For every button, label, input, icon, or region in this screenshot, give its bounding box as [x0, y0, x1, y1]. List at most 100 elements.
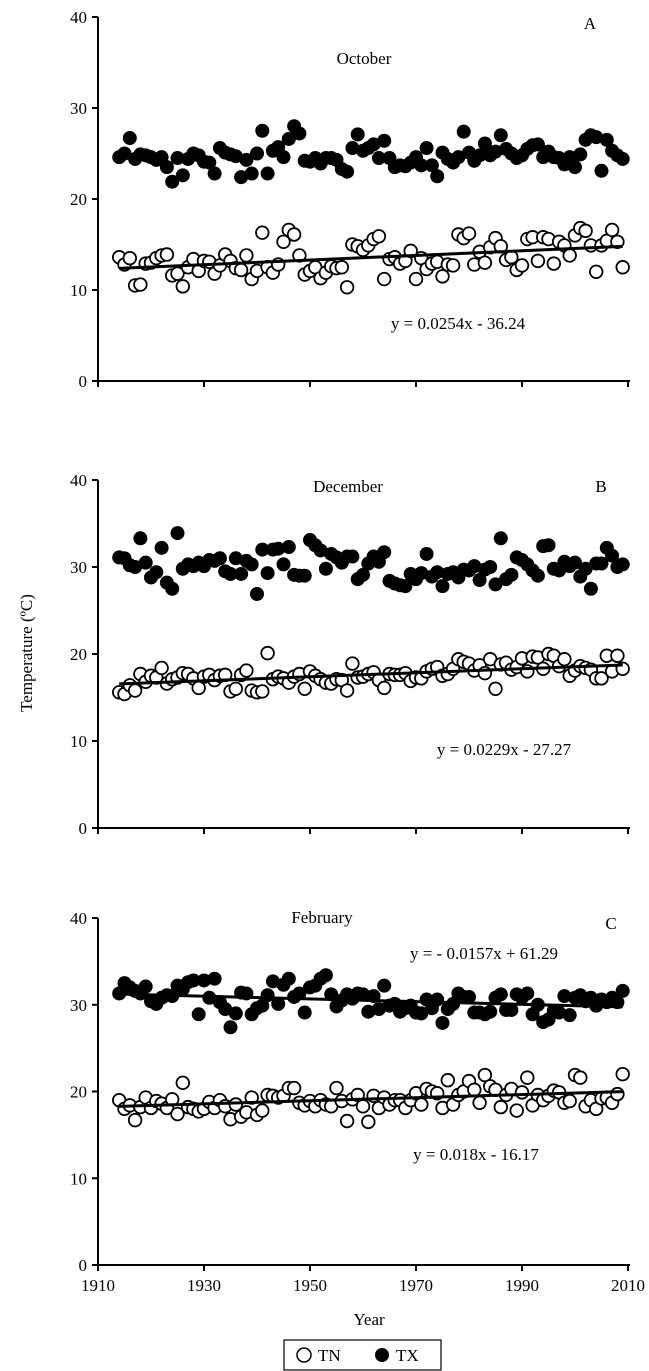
data-point-tn: [514, 1085, 530, 1100]
data-point-tx: [599, 132, 614, 147]
data-point-tx: [552, 1005, 567, 1020]
data-point-tx: [292, 986, 307, 1001]
data-point-tx: [435, 579, 450, 594]
data-point-tn: [122, 250, 138, 266]
trend-equation-tx: y = - 0.0157x + 61.29: [410, 944, 558, 963]
data-point-tx: [456, 124, 471, 139]
data-point-tx: [371, 1002, 386, 1017]
data-point-tx: [154, 540, 169, 555]
x-tick-label: 1990: [505, 1276, 539, 1295]
data-point-tx: [250, 586, 264, 601]
x-tick-label: 1930: [187, 1276, 221, 1295]
data-point-tn: [615, 1066, 630, 1082]
data-point-tn: [546, 256, 562, 271]
data-point-tx: [345, 141, 360, 156]
data-point-tx: [557, 989, 572, 1004]
data-point-tn: [440, 1073, 456, 1088]
data-point-tx: [504, 1002, 519, 1017]
y-tick-label: 40: [70, 471, 87, 490]
data-point-tx: [419, 141, 434, 156]
data-point-tn: [255, 225, 270, 240]
data-point-tx: [530, 137, 545, 152]
data-point-tx: [430, 169, 445, 184]
data-point-tx: [292, 126, 307, 141]
data-point-tx: [128, 560, 143, 574]
data-point-tx: [159, 160, 174, 175]
data-point-tn: [493, 1099, 509, 1115]
data-point-tn: [467, 1082, 482, 1097]
data-point-tx: [594, 163, 609, 178]
data-point-tn: [377, 680, 392, 696]
y-tick-label: 20: [70, 190, 87, 209]
legend-tn-label: TN: [318, 1346, 341, 1365]
data-point-tx: [615, 557, 630, 572]
data-point-tn: [175, 279, 191, 294]
data-point-tn: [297, 681, 312, 697]
data-point-tx: [281, 539, 296, 554]
trendline-tn: [119, 244, 623, 270]
data-point-tx: [207, 971, 222, 986]
data-point-tn: [339, 683, 355, 698]
data-point-tx: [377, 133, 392, 148]
data-point-tx: [350, 127, 365, 142]
data-point-tx: [197, 973, 211, 988]
panel-title: October: [337, 49, 392, 68]
data-point-tn: [615, 260, 630, 275]
data-point-tx: [228, 1006, 243, 1021]
data-point-tn: [371, 229, 387, 244]
data-point-tx: [493, 128, 508, 143]
data-point-tn: [339, 280, 355, 295]
data-point-tx: [488, 577, 503, 592]
data-point-tx: [366, 137, 381, 152]
data-point-tn: [610, 648, 625, 663]
data-point-tx: [122, 131, 137, 146]
data-point-tx: [234, 170, 249, 185]
data-point-tn: [445, 258, 461, 273]
data-point-tx: [594, 556, 609, 571]
data-point-tx: [239, 152, 254, 167]
y-tick-label: 0: [79, 372, 88, 391]
y-tick-label: 30: [70, 99, 87, 118]
data-point-tx: [255, 542, 270, 557]
data-point-tn: [233, 262, 249, 278]
data-point-tx: [276, 150, 291, 165]
y-tick-label: 10: [70, 1169, 87, 1188]
data-point-tn: [339, 1113, 355, 1129]
data-point-tn: [488, 681, 503, 697]
data-point-tx: [250, 146, 264, 161]
data-point-tn: [175, 1075, 191, 1091]
data-point-tn: [509, 1103, 524, 1118]
data-point-tx: [175, 168, 190, 183]
data-point-tx: [483, 1004, 498, 1019]
data-point-tx: [318, 561, 333, 576]
data-point-tx: [318, 968, 333, 983]
panel-october: 0 10 20 30 40 October Ay = 0.0254x - 36.24: [70, 8, 630, 391]
data-point-tn: [154, 660, 169, 676]
data-point-tn: [557, 652, 572, 667]
data-point-tn: [477, 1067, 493, 1083]
data-point-tx: [615, 151, 630, 166]
data-point-tx: [472, 573, 487, 588]
data-point-tn: [345, 656, 360, 671]
x-tick-label: 1910: [81, 1276, 115, 1295]
trendline-tn: [119, 663, 623, 686]
data-point-tx: [133, 531, 148, 546]
y-tick-label: 20: [70, 1083, 87, 1102]
data-point-tx: [218, 1002, 233, 1017]
data-point-tx: [483, 560, 498, 574]
data-point-tx: [191, 1007, 206, 1022]
data-point-tx: [530, 568, 545, 583]
data-point-tx: [562, 1008, 577, 1023]
data-point-tx: [255, 123, 270, 138]
data-point-tx: [202, 155, 217, 170]
data-point-tx: [356, 987, 370, 1002]
data-point-tn: [286, 1080, 302, 1096]
data-point-tx: [170, 151, 185, 166]
panel-december: 0 10 20 30 40 December By = 0.0229x - 27.27: [70, 471, 630, 838]
panel-february: 0 10 20 30 40 1910 1930 1950 1970 1990 2010 Februar…: [70, 908, 645, 1295]
y-tick-label: 30: [70, 996, 87, 1015]
data-point-tn: [239, 248, 254, 263]
data-point-tx: [276, 557, 291, 572]
data-point-tx: [223, 566, 238, 581]
legend-tn-marker-icon: [296, 1347, 312, 1363]
